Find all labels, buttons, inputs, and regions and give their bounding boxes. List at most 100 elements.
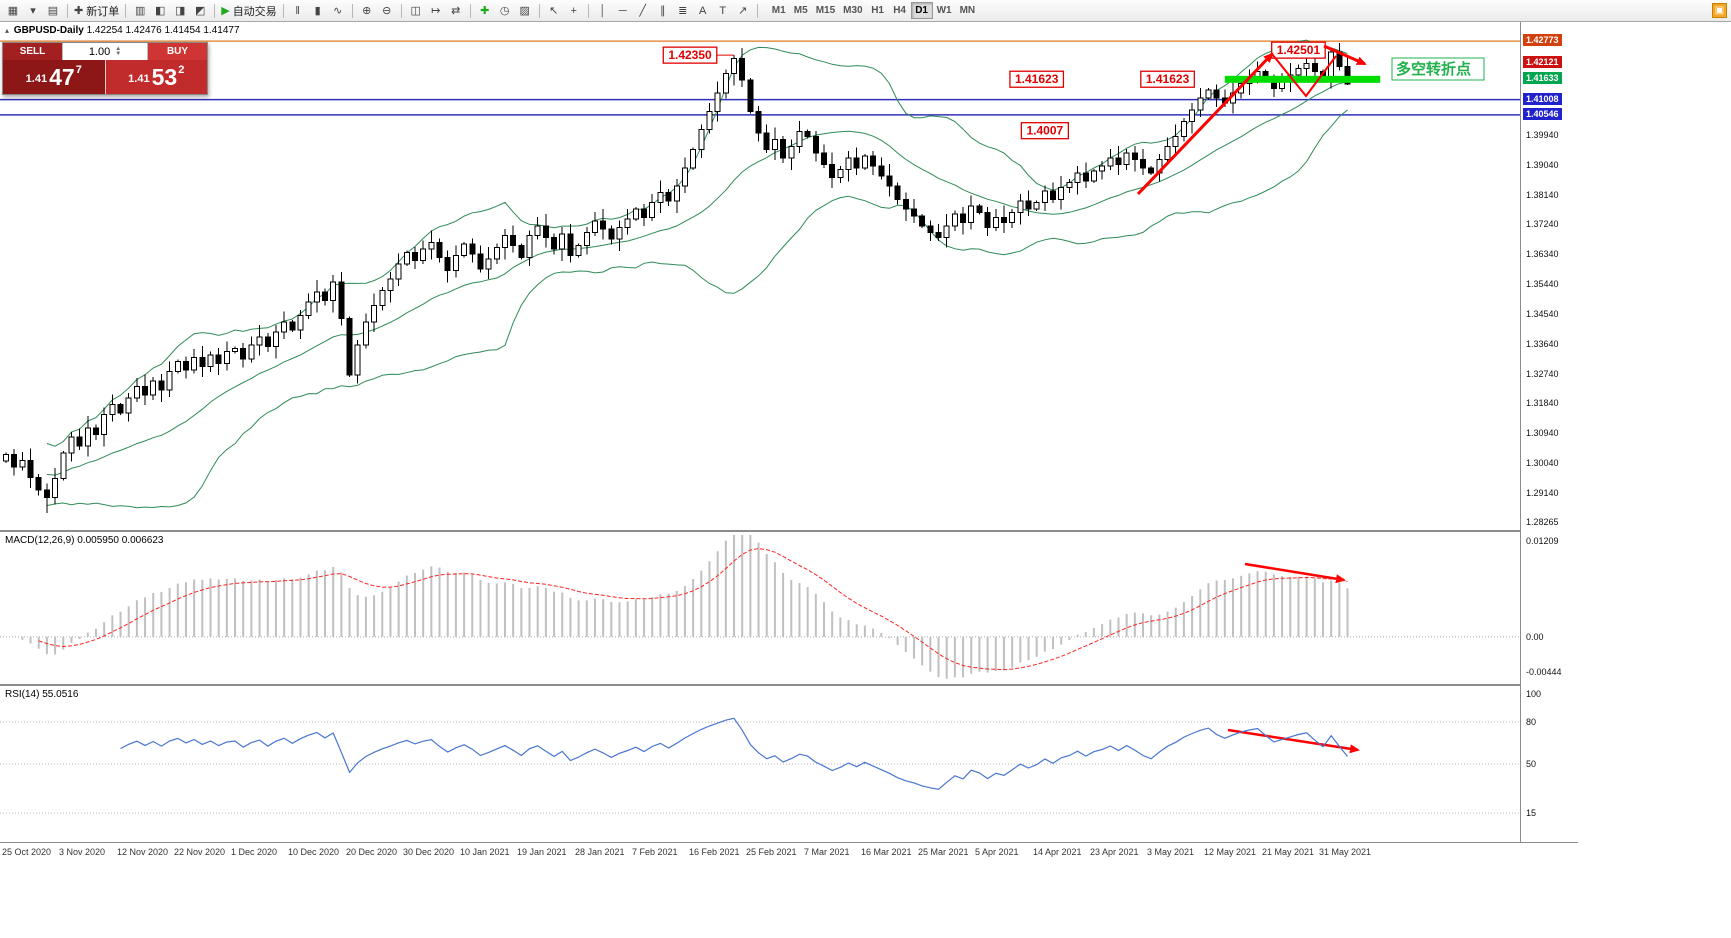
price-axis[interactable]: 1.39940 1.39040 1.38140 1.37240 1.36340 1.354… [1520,22,1578,842]
macd-axis-label: -0.00444 [1526,667,1562,677]
red-trend-arrow[interactable] [1271,53,1337,98]
red-trend-arrow[interactable] [1323,44,1367,66]
timeframe-button-H4[interactable]: H4 [893,5,906,16]
timeframe-button-M30[interactable]: M30 [843,5,863,16]
chart-shift-icon: ⇄ [451,5,461,17]
panel-separator[interactable] [0,684,1578,686]
stepper-up-icon[interactable]: ▲ [115,45,122,52]
toolbar-buttons: ▦ ▾ ▤ ✚ 新订单 ▥ ◧ ◨ ◩ ▶ 自动交易 ‖ ▮ ∿ ⊕ ⊖ ◫ ↦ ⇄ ✚ ◷ ▨ ↖ + │ ─ ╱ ∥ ≣ A T ↗ [3,2,753,20]
date-axis-label: 10 Dec 2020 [288,847,340,857]
new-order-label: 新订单 [86,5,120,18]
price-tag: 1.41008 [1523,93,1562,105]
toolbar-button-indicators[interactable]: ✚ [476,2,494,20]
toolbar-button-candlestick-mode[interactable]: ▮ [309,2,327,20]
toolbar-button-chart-list[interactable]: ▾ [24,2,42,20]
toolbar-button-templates[interactable]: ▨ [516,2,534,20]
price-tag: 1.41633 [1523,72,1562,84]
macd-panel-canvas[interactable] [0,532,1520,684]
horizontal-line-icon: ─ [618,4,627,17]
red-trend-arrow[interactable] [1136,52,1274,196]
ask-pip-digit: 2 [178,64,185,76]
timeframe-button-M5[interactable]: M5 [793,5,808,16]
rsi-indicator-label: RSI(14) 55.0516 [5,689,79,700]
volume-input[interactable]: 1.00 ▲ ▼ [62,43,148,60]
navigator-icon: ◨ [175,5,186,17]
support-band-object[interactable] [1224,75,1381,83]
data-window-icon: ◧ [155,5,166,17]
toolbar-button-profiles[interactable]: ▤ [44,2,62,20]
toolbar-button-trendline[interactable]: ╱ [634,2,652,20]
chart-list-icon: ▾ [30,5,36,17]
macd-histogram [21,535,1349,679]
volume-value: 1.00 [88,45,111,58]
volume-stepper[interactable]: ▲ ▼ [115,45,122,57]
price-label-annotation[interactable]: 1.42350 [662,46,735,64]
buy-button[interactable]: BUY [148,43,207,60]
toolbar-button-crosshair[interactable]: + [565,2,583,20]
toolbar-separator [214,3,216,18]
price-label-annotation[interactable]: 1.4007 [1020,122,1070,140]
toolbar-button-line-chart-mode[interactable]: ∿ [329,2,347,20]
timeframe-button-W1[interactable]: W1 [936,5,952,16]
toolbar-button-chart-shift[interactable]: ⇄ [447,2,465,20]
toolbar-button-zoom-in[interactable]: ⊕ [358,2,376,20]
date-axis-label: 16 Feb 2021 [689,847,740,857]
toolbar-button-new-chart[interactable]: ▦ [4,2,22,20]
toolbar-button-bar-chart-mode[interactable]: ‖ [289,2,307,20]
toolbar-button-channel[interactable]: ∥ [654,2,672,20]
date-axis-label: 14 Apr 2021 [1033,847,1082,857]
bid-prefix: 1.41 [25,73,48,85]
chart-collapse-icon[interactable]: ▴ [5,26,10,35]
periods-icon: ◷ [499,5,510,17]
toolbar-button-auto-scroll[interactable]: ↦ [427,2,445,20]
svg-text:1.41623: 1.41623 [1146,72,1190,86]
toolbar-button-arrows-tool[interactable]: ↗ [734,2,752,20]
bid-price-button[interactable]: 1.41 47 7 [3,60,106,94]
toolbar-button-text[interactable]: A [694,2,712,20]
toolbar-button-data-window[interactable]: ◧ [151,2,169,20]
toolbar-button-tile-windows[interactable]: ◫ [407,2,425,20]
red-trend-arrow[interactable] [1227,728,1360,754]
toolbar-separator [282,3,284,18]
toolbar-button-new-order[interactable]: ✚ 新订单 [73,2,120,20]
toolbar-button-zoom-out[interactable]: ⊖ [378,2,396,20]
toolbar-button-autotrading[interactable]: ▶ 自动交易 [220,2,277,20]
price-label-annotation[interactable]: 1.42501 [1271,41,1326,59]
sell-button[interactable]: SELL [3,43,62,60]
toolbar-button-periods[interactable]: ◷ [496,2,514,20]
red-trend-arrow[interactable] [1244,562,1346,584]
date-axis-label: 3 May 2021 [1147,847,1195,857]
price-axis-label: 1.38140 [1526,190,1559,200]
panel-separator[interactable] [0,530,1578,532]
toolbar-button-horizontal-line[interactable]: ─ [614,2,632,20]
toolbar-button-cursor[interactable]: ↖ [545,2,563,20]
toolbar-button-label[interactable]: T [714,2,732,20]
main-chart-canvas[interactable]: 1.42350 1.41623 1.41623 1.4007 1.42501 多空转折点 [0,22,1520,530]
timeframe-button-M15[interactable]: M15 [815,5,836,16]
toolbar-corner-icon[interactable]: ▣ [1712,3,1727,18]
price-axis-label: 1.34540 [1526,309,1559,319]
candlestick-mode-icon: ▮ [314,5,321,17]
price-axis-label: 1.30940 [1526,428,1559,438]
timeframe-button-M1[interactable]: M1 [771,5,786,16]
timeframe-button-MN[interactable]: MN [959,5,976,16]
time-axis[interactable]: 25 Oct 2020 3 Nov 2020 12 Nov 2020 22 Nov 2… [0,842,1578,860]
toolbar-button-terminal[interactable]: ◩ [191,2,209,20]
date-axis-label: 25 Feb 2021 [746,847,797,857]
toolbar-button-fibonacci[interactable]: ≣ [674,2,692,20]
fibonacci-icon: ≣ [678,5,688,17]
timeframe-button-H1[interactable]: H1 [871,5,884,16]
ask-price-button[interactable]: 1.41 53 2 [105,60,207,94]
note-annotation[interactable]: 多空转折点 [1391,57,1485,81]
toolbar-button-vertical-line[interactable]: │ [594,2,612,20]
toolbar-button-market-watch[interactable]: ▥ [131,2,149,20]
timeframe-button-D1[interactable]: D1 [910,2,933,19]
zoom-in-icon: ⊕ [362,5,372,17]
rsi-panel-canvas[interactable] [0,686,1520,842]
toolbar-separator [67,3,68,18]
bid-pip-digit: 7 [75,64,82,76]
price-label-annotation[interactable]: 1.41623 [1009,70,1065,88]
price-label-annotation[interactable]: 1.41623 [1140,70,1195,88]
toolbar-button-navigator[interactable]: ◨ [171,2,189,20]
stepper-down-icon[interactable]: ▼ [115,50,122,57]
